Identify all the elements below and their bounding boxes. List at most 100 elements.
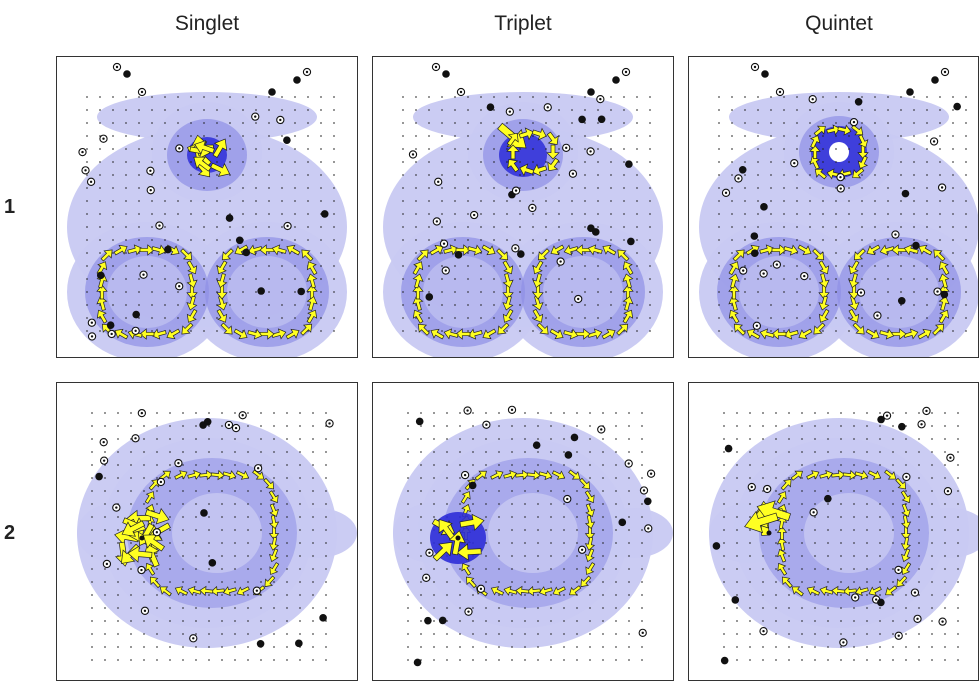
current-arrow-icon	[903, 328, 919, 340]
current-arrow-icon	[187, 469, 202, 480]
current-density-plot	[77, 408, 357, 661]
current-arrow-icon	[151, 244, 167, 256]
current-arrow-icon	[776, 525, 788, 540]
current-arrow-icon	[780, 478, 792, 491]
current-arrow-icon	[151, 328, 167, 340]
current-arrow-icon	[199, 585, 214, 597]
current-arrow-icon	[819, 469, 834, 480]
current-arrow-icon	[531, 127, 547, 141]
current-arrow-icon	[809, 144, 821, 159]
current-arrow-icon	[174, 470, 188, 480]
current-arrow-icon	[443, 244, 459, 256]
atom-marker-icon	[203, 417, 212, 426]
current-density-plot	[383, 62, 663, 357]
current-arrow-icon	[96, 309, 108, 324]
current-arrow-icon	[819, 585, 834, 596]
current-arrow-icon	[546, 131, 559, 145]
current-arrow-icon	[216, 260, 228, 275]
current-arrow-icon	[234, 244, 249, 256]
current-arrow-icon	[728, 309, 740, 324]
current-arrow-icon	[848, 308, 860, 323]
current-arrow-icon	[460, 491, 471, 504]
current-arrow-icon	[532, 163, 548, 177]
current-arrow-icon	[580, 575, 592, 588]
current-arrow-icon	[180, 248, 193, 261]
current-arrow-icon	[851, 124, 864, 136]
current-arrow-icon	[465, 576, 477, 589]
current-arrow-icon	[222, 470, 237, 481]
current-arrow-icon	[455, 328, 471, 340]
current-arrow-icon	[818, 295, 830, 311]
atom-marker-icon	[760, 203, 768, 211]
atom-marker-icon	[425, 293, 434, 301]
atom-marker-icon	[731, 596, 740, 604]
current-arrow-icon	[812, 248, 825, 261]
current-arrow-icon	[728, 284, 740, 300]
current-arrow-icon	[121, 520, 146, 537]
current-arrow-icon	[797, 244, 812, 256]
current-arrow-icon	[127, 545, 153, 563]
current-arrow-icon	[300, 323, 313, 336]
current-arrow-icon	[506, 144, 520, 160]
current-arrow-icon	[412, 309, 424, 324]
current-arrow-icon	[448, 530, 466, 556]
current-arrow-icon	[617, 249, 630, 262]
atom-marker-icon	[415, 417, 424, 426]
current-arrow-icon	[532, 308, 544, 323]
current-arrow-icon	[174, 586, 189, 596]
current-arrow-icon	[848, 260, 860, 275]
current-arrow-icon	[412, 273, 424, 289]
current-arrow-icon	[490, 470, 504, 480]
current-arrow-icon	[532, 260, 544, 275]
atom-marker-icon	[123, 70, 131, 78]
current-arrow-icon	[507, 159, 520, 173]
current-arrow-icon	[798, 328, 813, 340]
current-arrow-icon	[585, 548, 595, 563]
current-arrow-icon	[866, 244, 881, 256]
current-arrow-icon	[814, 168, 827, 180]
atom-marker-icon	[612, 76, 620, 84]
current-arrow-icon	[818, 273, 830, 289]
atom-marker-icon	[750, 249, 759, 257]
current-arrow-icon	[901, 548, 911, 563]
current-arrow-icon	[199, 469, 214, 481]
atom-marker-icon	[897, 297, 906, 305]
current-arrow-icon	[818, 284, 830, 300]
current-arrow-icon	[584, 515, 596, 530]
current-arrow-icon	[139, 244, 155, 256]
current-arrow-icon	[193, 156, 212, 172]
current-arrow-icon	[895, 477, 907, 490]
current-arrow-icon	[622, 261, 634, 276]
atom-marker-icon	[235, 236, 244, 245]
current-arrow-icon	[917, 328, 932, 340]
current-arrow-icon	[430, 328, 445, 340]
atom-marker-icon	[95, 472, 103, 481]
current-arrow-icon	[837, 124, 852, 136]
atom-marker-icon	[293, 76, 301, 84]
atom-marker-icon	[106, 321, 115, 330]
current-arrow-icon	[221, 248, 234, 261]
current-arrow-icon	[938, 273, 950, 289]
current-arrow-icon	[759, 328, 775, 340]
atom-marker-icon	[877, 598, 885, 607]
current-arrow-icon	[506, 132, 519, 147]
current-arrow-icon	[502, 284, 514, 300]
current-arrow-icon	[857, 155, 869, 169]
current-arrow-icon	[549, 328, 564, 340]
current-arrow-icon	[733, 323, 746, 336]
current-arrow-icon	[552, 586, 566, 596]
current-arrow-icon	[900, 526, 912, 541]
current-arrow-icon	[777, 548, 787, 563]
current-arrow-icon	[622, 273, 634, 289]
current-arrow-icon	[474, 470, 487, 481]
current-arrow-icon	[563, 328, 579, 340]
current-arrow-icon	[187, 585, 202, 596]
current-arrow-icon	[879, 244, 895, 256]
current-arrow-icon	[852, 167, 865, 179]
current-arrow-icon	[145, 562, 156, 576]
current-arrow-icon	[515, 585, 530, 597]
atom-marker-icon	[738, 165, 747, 174]
current-arrow-icon	[459, 513, 485, 531]
atom-marker-icon	[750, 232, 759, 240]
current-arrow-icon	[547, 157, 560, 172]
